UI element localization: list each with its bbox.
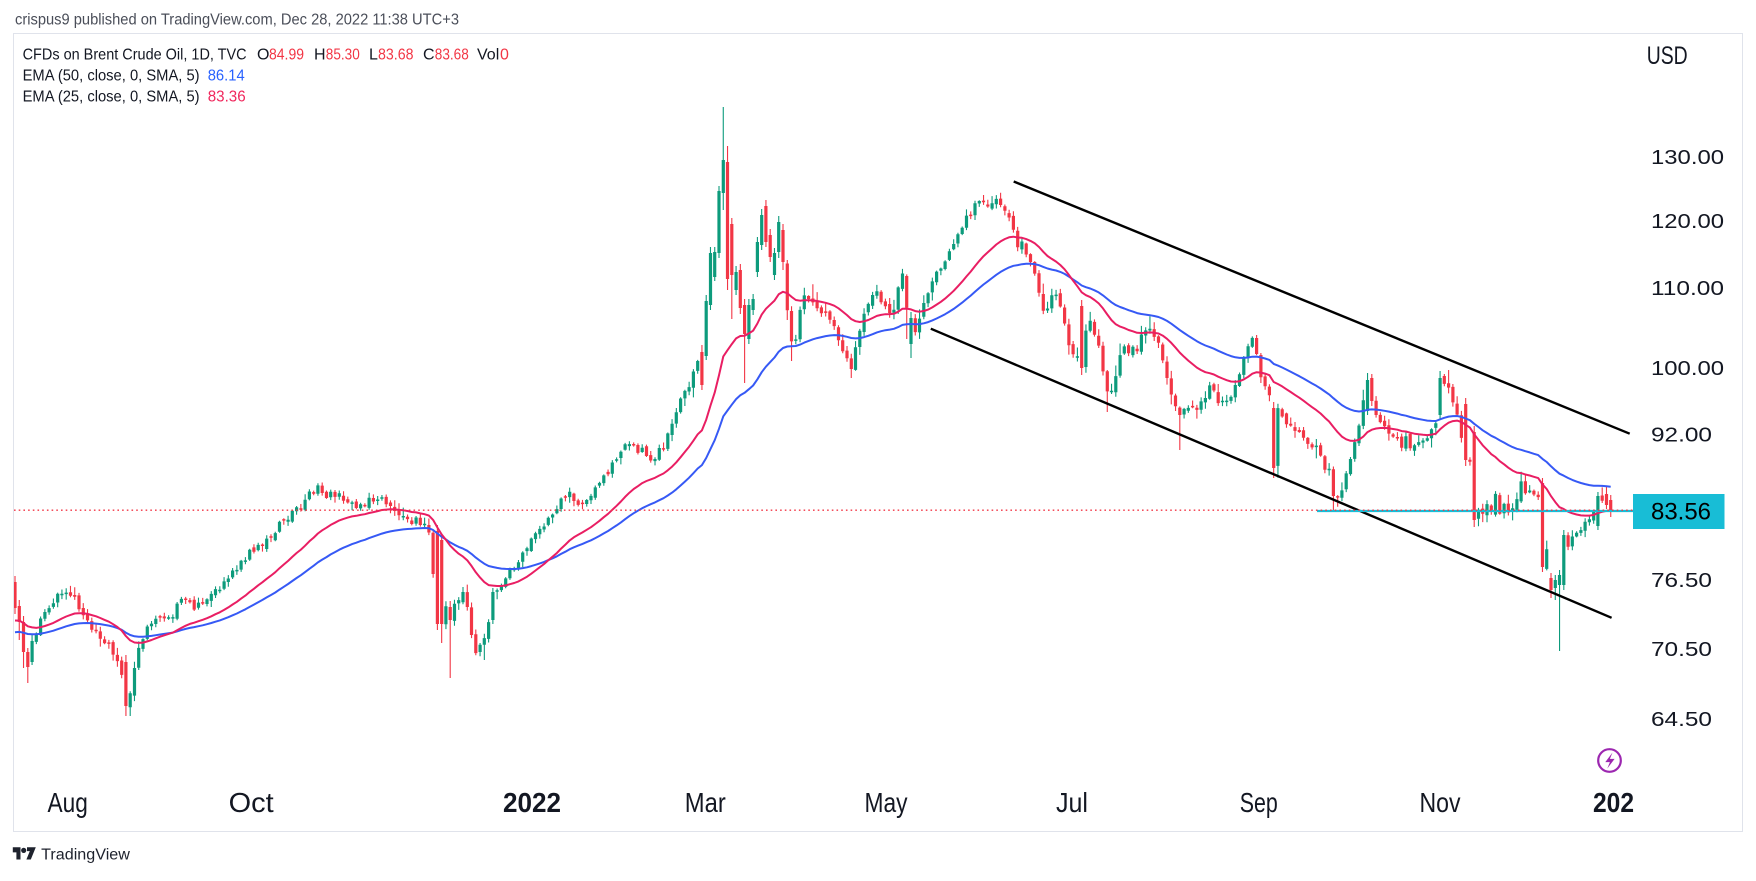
svg-text:83.68: 83.68 xyxy=(435,47,469,64)
svg-text:EMA (25, close, 0, SMA, 5): EMA (25, close, 0, SMA, 5) xyxy=(23,88,200,105)
svg-text:USD: USD xyxy=(1647,42,1688,70)
svg-text:Vol: Vol xyxy=(477,47,499,64)
svg-text:Mar: Mar xyxy=(685,787,726,818)
svg-text:C: C xyxy=(423,47,435,64)
svg-text:83.56: 83.56 xyxy=(1651,499,1711,526)
svg-text:crispus9 published on TradingV: crispus9 published on TradingView.com, D… xyxy=(15,12,459,29)
svg-text:0: 0 xyxy=(500,47,509,64)
svg-text:CFDs on Brent Crude Oil, 1D, T: CFDs on Brent Crude Oil, 1D, TVC xyxy=(23,47,247,64)
svg-text:Jul: Jul xyxy=(1056,787,1088,818)
svg-text:76.50: 76.50 xyxy=(1651,569,1712,592)
svg-text:83.36: 83.36 xyxy=(208,88,246,105)
svg-text:100.00: 100.00 xyxy=(1651,357,1724,380)
svg-text:Oct: Oct xyxy=(229,787,274,818)
svg-text:202: 202 xyxy=(1593,787,1634,818)
svg-text:2022: 2022 xyxy=(503,787,561,818)
svg-text:H: H xyxy=(314,47,326,64)
svg-text:120.00: 120.00 xyxy=(1651,210,1724,233)
svg-text:64.50: 64.50 xyxy=(1651,708,1712,731)
svg-text:92.00: 92.00 xyxy=(1651,424,1712,447)
svg-text:Sep: Sep xyxy=(1240,787,1278,818)
svg-text:83.68: 83.68 xyxy=(378,47,414,64)
svg-text:May: May xyxy=(865,787,908,818)
svg-text:130.00: 130.00 xyxy=(1651,146,1724,169)
svg-text:110.00: 110.00 xyxy=(1651,277,1724,300)
svg-text:Nov: Nov xyxy=(1420,787,1461,818)
svg-text:Aug: Aug xyxy=(48,787,88,818)
svg-text:TradingView: TradingView xyxy=(41,847,131,864)
svg-text:86.14: 86.14 xyxy=(208,67,245,84)
svg-text:84.99: 84.99 xyxy=(269,47,304,64)
svg-text:O: O xyxy=(257,47,269,64)
svg-text:70.50: 70.50 xyxy=(1651,638,1712,661)
svg-text:L: L xyxy=(369,47,378,64)
svg-text:EMA (50, close, 0, SMA, 5): EMA (50, close, 0, SMA, 5) xyxy=(23,67,200,84)
svg-text:85.30: 85.30 xyxy=(326,47,360,64)
